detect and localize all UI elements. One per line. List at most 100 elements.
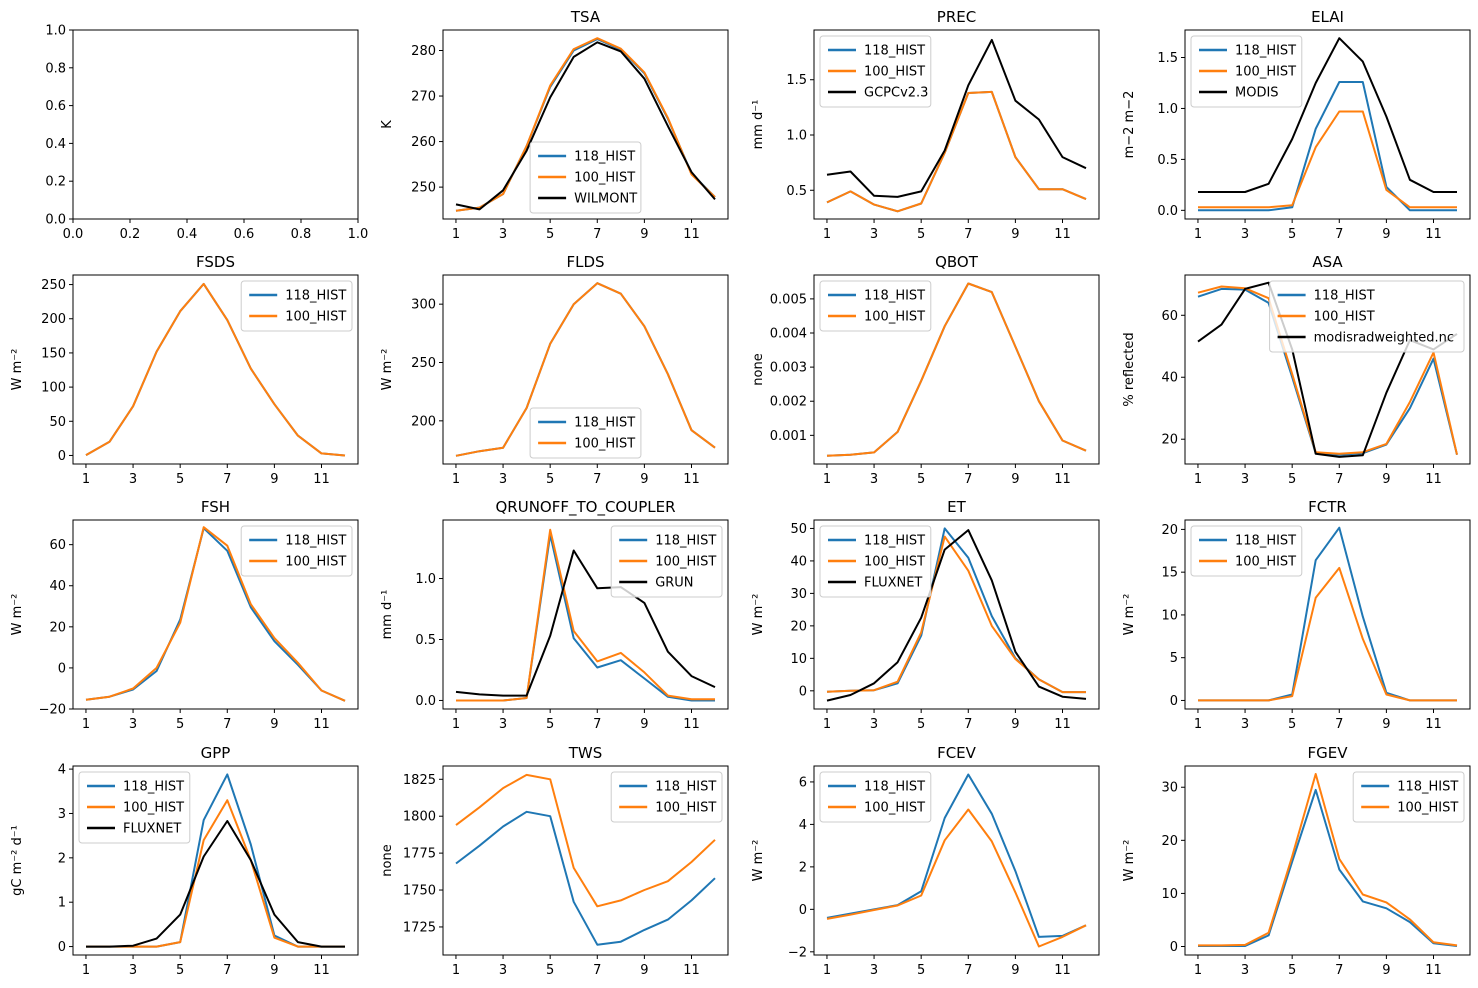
y-tick-label: 300 xyxy=(411,298,436,313)
axes-frame xyxy=(442,765,729,956)
subplot-title: TWS xyxy=(568,744,603,762)
x-tick-label: 5 xyxy=(917,963,925,978)
y-tick-label: 15 xyxy=(1161,566,1178,581)
legend: 118_HIST 100_HIST xyxy=(529,407,642,459)
subplot-flds: FLDS W m⁻² 1 3 5 7 9 11 200 250 300 118_HIST 100_HIS… xyxy=(380,253,729,487)
series-line-100-hist xyxy=(456,528,715,702)
y-tick-label: 0.001 xyxy=(770,429,807,444)
legend-entry: FLUXNET xyxy=(123,822,181,837)
y-tick-label: 0.6 xyxy=(45,99,66,114)
plot-area xyxy=(1198,773,1458,947)
y-tick-label: 60 xyxy=(49,538,66,553)
legend-box xyxy=(529,141,642,214)
x-tick-label: 1 xyxy=(823,472,831,487)
legend-entry: 118_HIST xyxy=(123,780,184,795)
legend-box xyxy=(1190,35,1303,108)
y-tick-label: 1.0 xyxy=(786,129,807,144)
x-tick-label: 3 xyxy=(129,963,137,978)
x-tick-label: 3 xyxy=(870,963,878,978)
subplot-fsh: FSH W m⁻² 1 3 5 7 9 11 −20 0 20 40 60 118_HIST 100_HIS… xyxy=(10,498,359,732)
y-tick-label: 0.2 xyxy=(45,175,66,190)
y-tick-label: 0.4 xyxy=(45,137,66,152)
y-tick-label: 10 xyxy=(1161,887,1178,902)
legend-entry: 100_HIST xyxy=(123,801,184,816)
subplot-elai: ELAI m−2 m−2 1 3 5 7 9 11 0.0 0.5 1.0 1.5 118_HIST 10… xyxy=(1122,8,1471,242)
x-tick-label: 0.0 xyxy=(63,227,84,242)
x-tick-label: 11 xyxy=(313,717,330,732)
y-tick-label: 2 xyxy=(799,860,807,875)
plot-area xyxy=(826,773,1087,948)
x-tick-label: 3 xyxy=(1241,472,1249,487)
x-tick-label: 9 xyxy=(1382,227,1390,242)
x-tick-label: 0.4 xyxy=(177,227,198,242)
y-axis-label: W m⁻² xyxy=(380,349,395,391)
legend-entry: GRUN xyxy=(655,576,693,591)
x-tick-label: 5 xyxy=(176,717,184,732)
x-tick-label: 9 xyxy=(270,717,278,732)
legend: 118_HIST 100_HIST FLUXNET xyxy=(819,525,932,598)
x-tick-label: 7 xyxy=(964,717,972,732)
subplot-qbot: QBOT none 1 3 5 7 9 11 0.001 0.002 0.003 0.004 0.005… xyxy=(751,253,1100,487)
legend-entry: 100_HIST xyxy=(1235,555,1296,570)
series-line-fluxnet xyxy=(826,529,1087,702)
x-tick-label: 9 xyxy=(640,472,648,487)
x-tick-label: 1.0 xyxy=(348,227,369,242)
x-tick-label: 5 xyxy=(546,717,554,732)
y-axis-label: W m⁻² xyxy=(1122,840,1137,882)
y-tick-label: 5 xyxy=(1170,651,1178,666)
legend-entry: 118_HIST xyxy=(864,44,925,59)
legend-box xyxy=(1190,525,1303,577)
subplot-tsa: TSA K 1 3 5 7 9 11 250 260 270 280 118_HIST 100_HIST W… xyxy=(380,8,729,242)
legend-box xyxy=(1352,771,1465,823)
series-line-100-hist xyxy=(85,282,346,457)
y-axis-label: W m⁻² xyxy=(751,594,766,636)
subplot-title: ASA xyxy=(1312,253,1343,271)
legend-box xyxy=(240,525,353,577)
subplot-et: ET W m⁻² 1 3 5 7 9 11 0 10 20 30 40 50 118_HIST 100_HIS… xyxy=(751,498,1100,732)
legend-entry: 118_HIST xyxy=(1235,534,1296,549)
x-tick-label: 3 xyxy=(870,227,878,242)
y-tick-label: 0.5 xyxy=(415,633,436,648)
x-tick-label: 5 xyxy=(917,472,925,487)
y-tick-label: 0.002 xyxy=(770,395,807,410)
axes-frame xyxy=(813,274,1100,465)
x-tick-label: 5 xyxy=(1288,227,1296,242)
series-line-100-hist xyxy=(1198,566,1457,702)
y-tick-label: 40 xyxy=(1161,371,1178,386)
x-tick-label: 5 xyxy=(917,227,925,242)
legend-entry: GCPCv2.3 xyxy=(864,86,928,101)
legend-entry: 100_HIST xyxy=(574,437,635,452)
x-tick-label: 11 xyxy=(1425,227,1442,242)
y-tick-label: 0.0 xyxy=(415,694,436,709)
x-tick-label: 9 xyxy=(270,963,278,978)
x-tick-label: 3 xyxy=(499,963,507,978)
subplot-fctr: FCTR W m⁻² 1 3 5 7 9 11 0 5 10 15 20 118_HIST 100_HIST xyxy=(1122,498,1471,732)
axes-frame xyxy=(1184,274,1471,465)
axes-frame xyxy=(72,765,359,956)
x-tick-label: 3 xyxy=(499,227,507,242)
x-tick-label: 11 xyxy=(1054,963,1071,978)
y-tick-label: 0.8 xyxy=(45,61,66,76)
axes-frame xyxy=(442,274,729,465)
y-tick-label: 1 xyxy=(58,896,66,911)
legend-entry: 118_HIST xyxy=(1235,44,1296,59)
x-tick-label: 3 xyxy=(1241,227,1249,242)
y-tick-label: −2 xyxy=(788,945,807,960)
series-line-100-hist xyxy=(826,282,1087,457)
plot-area xyxy=(86,773,345,948)
series-line-100-hist xyxy=(455,773,716,908)
y-tick-label: 0 xyxy=(1170,940,1178,955)
y-tick-label: 20 xyxy=(1161,834,1178,849)
y-tick-label: 0 xyxy=(58,661,66,676)
x-tick-label: 11 xyxy=(683,227,700,242)
y-tick-label: 6 xyxy=(799,775,807,790)
y-tick-label: 10 xyxy=(1161,608,1178,623)
y-tick-label: 250 xyxy=(41,278,66,293)
y-axis-label: none xyxy=(380,844,395,876)
x-tick-label: 3 xyxy=(499,472,507,487)
legend-entry: 100_HIST xyxy=(574,171,635,186)
series-line-118-hist xyxy=(455,810,716,946)
subplot-fcev: FCEV W m⁻² 1 3 5 7 9 11 −2 0 2 4 6 118_HIST 100_HIST xyxy=(751,744,1100,978)
